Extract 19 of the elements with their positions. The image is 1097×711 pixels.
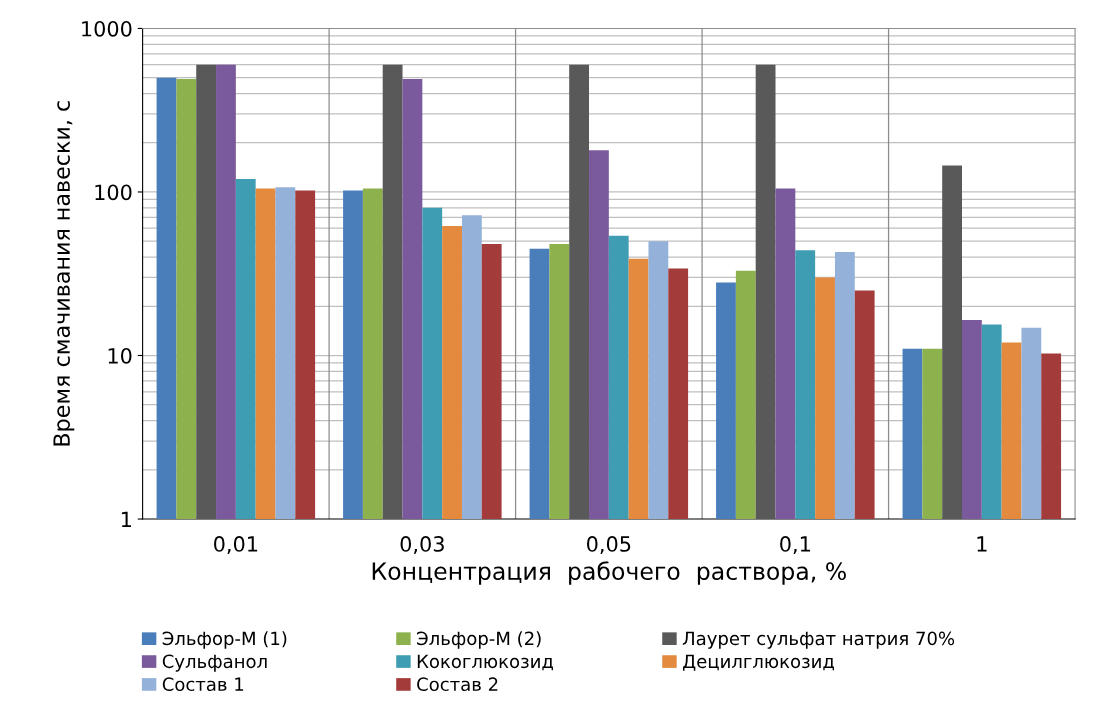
legend-label: Эльфор-М (1) [162,631,287,649]
legend-label: Сульфанол [162,654,267,672]
y-tick-label: 1 [121,511,131,527]
y-tick-label: 100 [95,184,132,201]
x-tick-label: 1 [977,536,987,552]
x-tick-label: 0,1 [780,536,810,554]
legend-label: Состав 2 [417,677,498,692]
y-tick-label: 10 [108,347,132,364]
x-tick-label: 0,01 [214,536,258,554]
legend-label: Децилглюкозид [682,654,834,671]
legend-label: Лаурет сульфат натрия 70% [682,631,955,649]
y-axis-title: Время смачивания навески, с [53,101,75,446]
x-tick-label: 0,03 [400,536,444,554]
legend-label: Состав 1 [162,677,244,692]
legend-label: Кокоглюкозид [417,654,553,671]
x-tick-label: 0,05 [587,536,631,554]
legend-label: Эльфор-М (2) [417,631,541,649]
y-tick-label: 1000 [82,20,132,37]
x-axis-title: Концентрация рабочего раствора, % [372,561,846,585]
